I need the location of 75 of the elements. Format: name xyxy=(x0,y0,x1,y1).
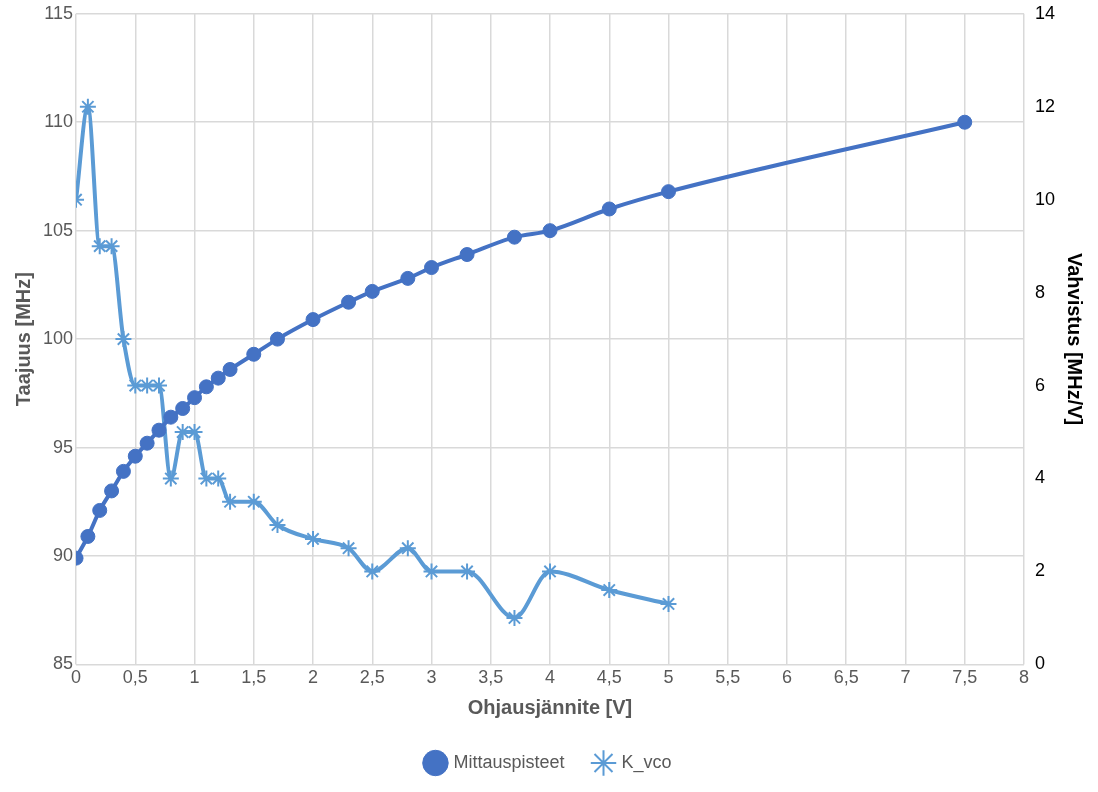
point xyxy=(92,502,108,518)
point xyxy=(424,260,440,276)
y2-tick-label: 12 xyxy=(1034,95,1056,116)
x-tick-label: 6 xyxy=(781,667,792,688)
x-tick-label: 0 xyxy=(71,667,82,688)
y-tick-label: 105 xyxy=(42,219,74,240)
point xyxy=(246,346,262,362)
point xyxy=(114,330,133,349)
point xyxy=(458,562,477,581)
point xyxy=(398,539,417,558)
y-axis-title: Taajuus [MHz] xyxy=(11,272,34,407)
x-tick-label: 5 xyxy=(663,667,674,688)
point xyxy=(210,370,226,386)
x-axis-title: Ohjausjännite [V] xyxy=(467,695,633,718)
y2-tick-label: 8 xyxy=(1034,281,1045,302)
point xyxy=(459,247,475,263)
point xyxy=(268,515,287,534)
point xyxy=(957,114,973,130)
y2-tick-label: 14 xyxy=(1034,2,1056,23)
x-tick-label: 3 xyxy=(426,667,437,688)
legend-label: K_vco xyxy=(621,751,672,773)
x-tick-label: 3,5 xyxy=(478,667,504,688)
point xyxy=(363,562,382,581)
point xyxy=(541,562,560,581)
point xyxy=(139,435,155,451)
point xyxy=(104,483,120,499)
y-tick-label: 95 xyxy=(53,436,74,457)
point xyxy=(127,448,143,464)
point xyxy=(161,469,180,488)
point xyxy=(364,283,380,299)
point xyxy=(80,528,96,544)
point xyxy=(163,409,179,425)
point xyxy=(175,401,191,416)
point xyxy=(115,463,131,479)
point xyxy=(505,608,524,627)
y2-axis-title: Vahvistus [MHz/V] xyxy=(1064,252,1087,426)
x-tick-label: 5,5 xyxy=(715,667,741,688)
y2-tick-label: 4 xyxy=(1034,467,1045,488)
x-tick-label: 2,5 xyxy=(359,667,385,688)
point xyxy=(269,331,285,347)
x-tick-label: 0,5 xyxy=(122,667,148,688)
x-tick-label: 7 xyxy=(900,667,911,688)
x-tick-label: 4,5 xyxy=(596,667,622,688)
x-tick-label: 1 xyxy=(189,667,200,688)
point xyxy=(198,379,214,395)
y-tick-label: 110 xyxy=(44,111,74,132)
y-tick-label: 90 xyxy=(53,544,74,565)
point xyxy=(506,229,522,245)
point xyxy=(222,361,238,377)
point xyxy=(542,223,558,239)
x-tick-label: 6,5 xyxy=(833,667,859,688)
x-tick-label: 8 xyxy=(1018,667,1029,688)
x-tick-label: 7,5 xyxy=(952,667,978,688)
y-tick-label: 100 xyxy=(42,328,74,349)
point xyxy=(78,97,97,116)
point xyxy=(341,294,357,310)
point xyxy=(305,312,321,328)
y2-tick-label: 6 xyxy=(1034,374,1045,395)
point xyxy=(339,539,358,558)
y2-tick-label: 0 xyxy=(1034,653,1045,674)
point xyxy=(600,581,619,600)
y-tick-label: 115 xyxy=(44,2,74,23)
point xyxy=(659,594,678,613)
legend-label: Mittauspisteet xyxy=(453,751,565,772)
x-tick-label: 4 xyxy=(545,667,556,688)
point xyxy=(661,184,676,200)
y2-tick-label: 10 xyxy=(1034,188,1056,209)
point xyxy=(601,201,617,217)
point xyxy=(400,270,416,286)
x-tick-label: 1,5 xyxy=(241,667,267,688)
y2-tick-label: 2 xyxy=(1034,560,1045,581)
point xyxy=(187,390,203,406)
x-tick-label: 2 xyxy=(308,667,319,688)
point xyxy=(304,529,323,548)
point xyxy=(151,422,167,438)
